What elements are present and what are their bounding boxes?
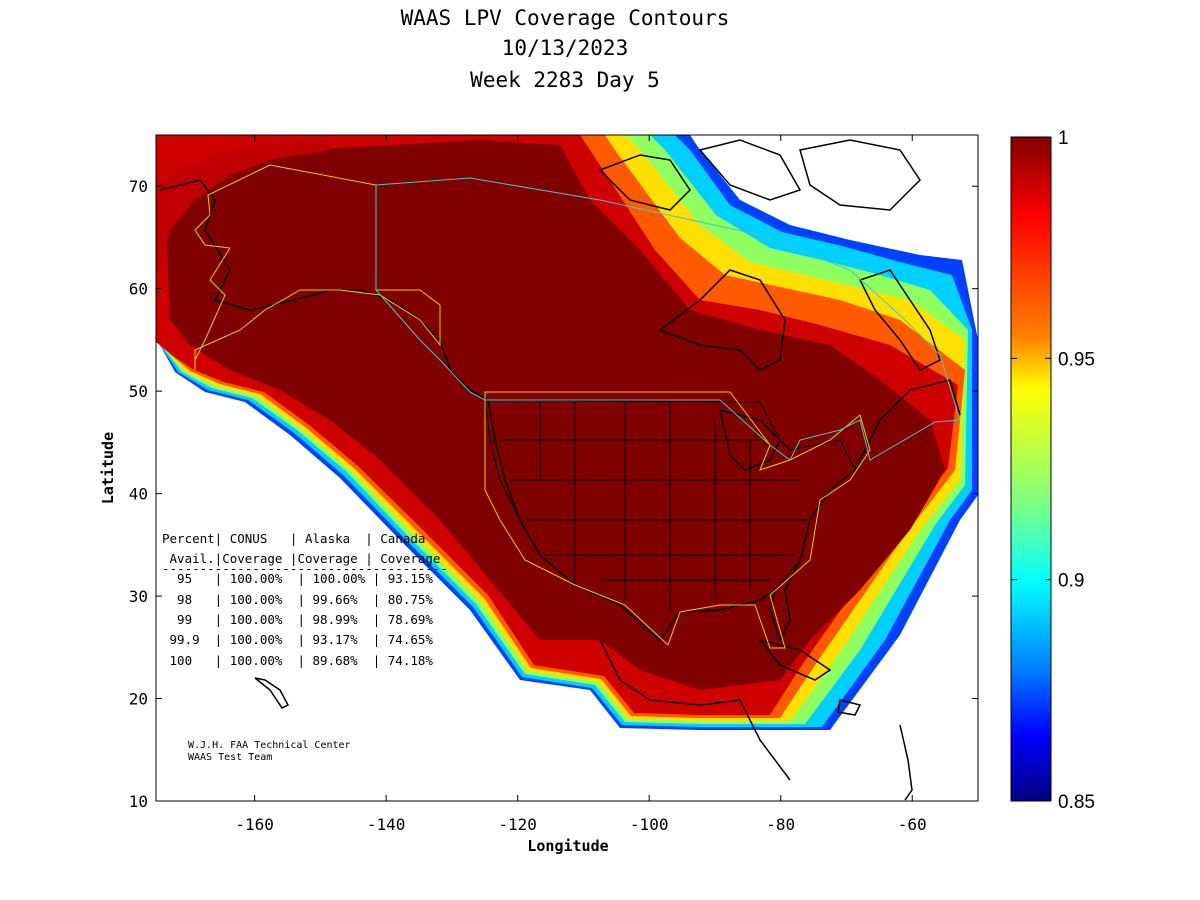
plot-frame bbox=[155, 134, 979, 802]
y-tick-label: 40 bbox=[129, 485, 148, 504]
table-row: 99 | 100.00% | 98.99% | 78.69% bbox=[162, 612, 433, 627]
x-tick-label: -120 bbox=[498, 815, 537, 834]
coverage-table: Percent| CONUS | Alaska | Canada Avail.|… bbox=[162, 531, 448, 668]
colorbar-tick-label: 0.85 bbox=[1058, 792, 1095, 813]
credit-line-1: W.J.H. FAA Technical Center bbox=[188, 740, 351, 751]
canada-boundary bbox=[375, 177, 961, 461]
title-line-3: Week 2283 Day 5 bbox=[470, 68, 660, 92]
axis-ticks: -160 -140 -120 -100 -80 -60 10 20 30 40 50 60 70 bbox=[129, 135, 978, 834]
coastlines bbox=[159, 139, 961, 801]
table-header-2: Avail.|Coverage |Coverage | Coverage bbox=[162, 551, 440, 566]
credit-line-2: WAAS Test Team bbox=[188, 752, 272, 763]
title-line-2: 10/13/2023 bbox=[501, 36, 629, 60]
x-tick-label: -160 bbox=[235, 815, 274, 834]
colorbar-ticks: 1 0.95 0.9 0.85 bbox=[1011, 128, 1095, 813]
table-header-1: Percent| CONUS | Alaska | Canada bbox=[162, 531, 425, 546]
y-tick-label: 30 bbox=[129, 587, 148, 606]
x-tick-label: -100 bbox=[630, 815, 669, 834]
table-row: 100 | 100.00% | 89.68% | 74.18% bbox=[162, 653, 433, 668]
conus-boundary bbox=[484, 391, 871, 649]
x-tick-label: -140 bbox=[367, 815, 406, 834]
x-tick-label: -60 bbox=[898, 815, 927, 834]
title-line-1: WAAS LPV Coverage Contours bbox=[400, 6, 730, 30]
y-tick-label: 70 bbox=[129, 177, 148, 196]
table-row: 95 | 100.00% | 100.00% | 93.15% bbox=[162, 571, 433, 586]
y-tick-label: 20 bbox=[129, 690, 148, 709]
colorbar-tick-label: 0.95 bbox=[1058, 349, 1095, 370]
colorbar-tick-label: 0.9 bbox=[1058, 571, 1084, 592]
y-tick-label: 50 bbox=[129, 382, 148, 401]
table-divider: -------------------------------------- bbox=[162, 561, 448, 576]
colorbar-tick-label: 1 bbox=[1058, 128, 1069, 149]
coverage-field bbox=[156, 135, 978, 730]
x-axis-label: Longitude bbox=[527, 837, 608, 855]
table-row: 98 | 100.00% | 99.66% | 80.75% bbox=[162, 592, 433, 607]
colorbar bbox=[1010, 136, 1052, 802]
table-row: 99.9 | 100.00% | 93.17% | 74.65% bbox=[162, 632, 433, 647]
y-tick-label: 60 bbox=[129, 280, 148, 299]
x-tick-label: -80 bbox=[766, 815, 795, 834]
y-axis-label: Latitude bbox=[99, 432, 117, 504]
y-tick-label: 10 bbox=[129, 792, 148, 811]
